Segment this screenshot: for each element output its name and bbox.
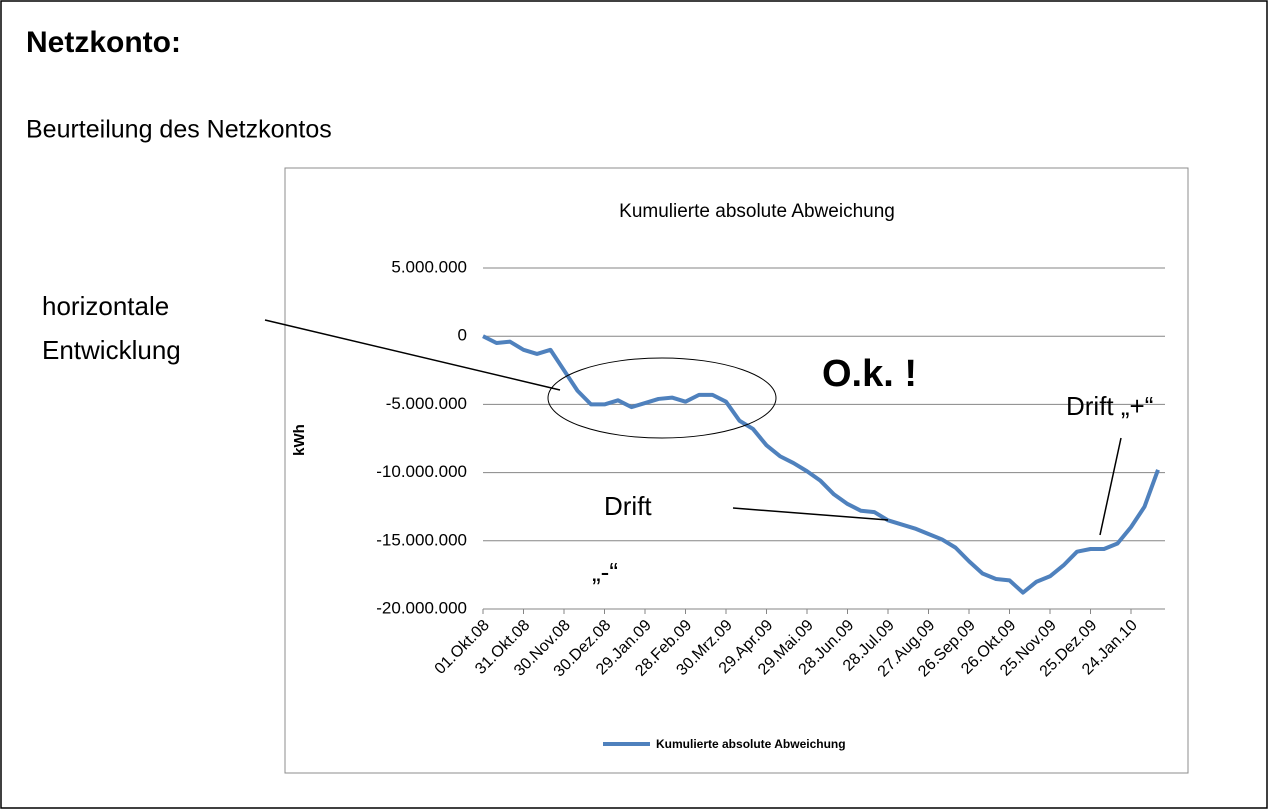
y-tick-label: -15.000.000 (376, 530, 467, 549)
y-tick-label: -5.000.000 (386, 394, 467, 413)
ellipse (547, 357, 777, 439)
annotation: „-“ (592, 557, 618, 587)
slide-title: Netzkonto: (26, 26, 181, 59)
annotation: O.k. ! (822, 353, 917, 395)
data-line (482, 334, 1160, 595)
annotation: Entwicklung (42, 335, 181, 365)
y-tick-label: 5.000.000 (391, 257, 467, 276)
annotation: Drift (604, 491, 652, 521)
y-axis-label: kWh (291, 424, 308, 456)
pointer-line (264, 319, 561, 391)
pointer-line (732, 507, 889, 521)
chart-title: Kumulierte absolute Abweichung (619, 201, 895, 222)
y-tick-label: -10.000.000 (376, 462, 467, 481)
y-tick-label: 0 (458, 326, 467, 345)
legend-label: Kumulierte absolute Abweichung (656, 737, 846, 751)
slide-subtitle: Beurteilung des Netzkontos (26, 116, 332, 144)
y-tick-label: -20.000.000 (376, 598, 467, 617)
chart-frame (284, 167, 1189, 774)
annotation: Drift „+“ (1066, 391, 1153, 421)
pointer-line (1099, 437, 1122, 536)
annotation: horizontale (42, 291, 169, 321)
